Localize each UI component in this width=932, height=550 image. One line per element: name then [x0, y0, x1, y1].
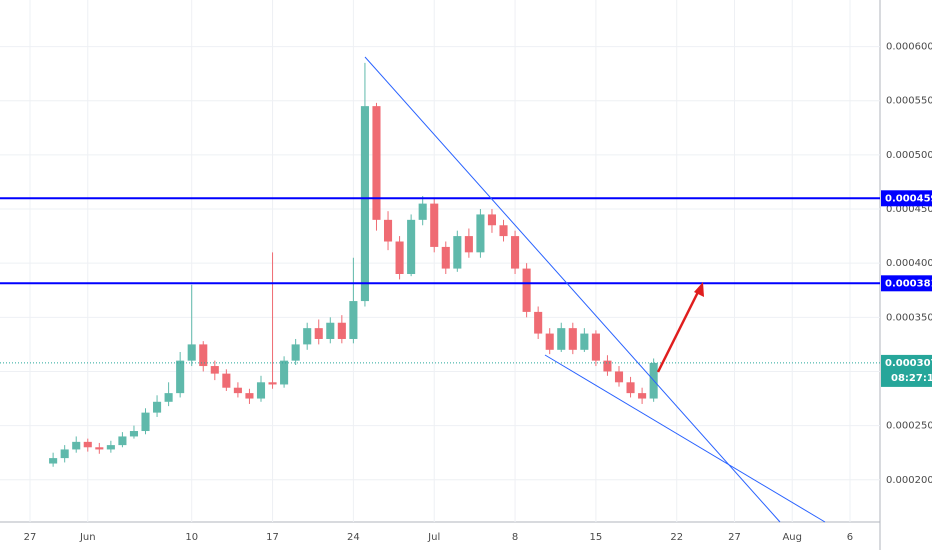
candle-body	[626, 382, 635, 394]
candle-body	[60, 449, 69, 459]
candle-body	[72, 441, 81, 450]
candle-body	[153, 401, 162, 413]
candle-body	[464, 236, 473, 253]
x-tick-label: Jun	[79, 532, 96, 543]
candle-body	[222, 373, 231, 388]
candle-body	[106, 445, 115, 450]
trend-line	[544, 354, 826, 523]
candle-body	[280, 360, 289, 385]
candle-body	[545, 333, 554, 350]
price-tag-label: 0.0003814	[885, 278, 932, 289]
candle-body	[580, 333, 589, 350]
x-tick-label: 27	[24, 532, 37, 543]
candle-body	[568, 328, 577, 350]
price-tag-label: 0.0004599	[885, 193, 932, 204]
candle-body	[614, 371, 624, 383]
candle-body	[141, 412, 150, 432]
candle-body	[418, 203, 427, 220]
candle-body	[534, 311, 543, 334]
candle-body	[487, 214, 497, 226]
candle-body	[268, 382, 277, 385]
candle-body	[522, 268, 531, 312]
plot-area	[0, 0, 880, 522]
x-tick-label: 6	[847, 532, 853, 543]
countdown-label: 08:27:10	[891, 373, 932, 384]
x-tick-label: 27	[728, 532, 741, 543]
drawings	[364, 56, 826, 523]
candle-body	[326, 322, 335, 339]
axes: 0.00020000.00025000.00030000.00035000.00…	[24, 42, 932, 543]
candle-body	[476, 214, 485, 253]
candle-body	[407, 219, 416, 274]
candle-body	[233, 387, 242, 394]
candle-body	[441, 246, 450, 269]
candle-body	[372, 106, 381, 220]
arrow-head	[694, 282, 704, 297]
candle-body	[303, 328, 312, 345]
candle-body	[314, 328, 323, 339]
candle-body	[49, 458, 58, 464]
candle-body	[83, 441, 92, 448]
candle-body	[360, 106, 369, 302]
last-price-label: 0.0003079	[885, 358, 932, 369]
x-tick-label: Jul	[427, 532, 440, 543]
candle-body	[199, 344, 208, 367]
price-tag	[881, 354, 932, 387]
candle-body	[603, 360, 612, 372]
x-tick-label: 8	[512, 532, 518, 543]
candle-body	[245, 393, 254, 399]
candle-body	[176, 360, 185, 394]
price-tag	[881, 190, 932, 207]
candle-body	[187, 344, 196, 361]
price-axis	[880, 0, 932, 550]
candle-body	[256, 382, 266, 399]
candle-body	[129, 431, 139, 437]
candle-body	[591, 333, 600, 361]
candle-body	[118, 436, 127, 446]
candle-body	[395, 241, 404, 274]
x-tick-label: 17	[266, 532, 279, 543]
price-tag	[881, 275, 932, 292]
candle-body	[210, 366, 219, 374]
y-tick-label: 0.0006000	[886, 42, 932, 53]
candle-body	[349, 301, 358, 339]
candle-body	[499, 225, 508, 237]
candle-body	[638, 393, 647, 399]
candle-body	[557, 328, 566, 350]
candle-body	[453, 236, 462, 269]
x-tick-label: 22	[670, 532, 683, 543]
candle-body	[511, 236, 520, 269]
x-tick-label: 15	[590, 532, 603, 543]
x-tick-label: 10	[185, 532, 198, 543]
candle-body	[337, 322, 346, 339]
candle-body	[95, 447, 104, 450]
candle-body	[164, 393, 173, 402]
candle-body	[430, 203, 439, 247]
candle-body	[291, 344, 300, 361]
arrow-shaft	[656, 287, 702, 373]
trend-line	[364, 56, 781, 523]
candle-body	[383, 219, 393, 242]
x-tick-label: 24	[347, 532, 360, 543]
x-tick-label: Aug	[782, 532, 802, 543]
